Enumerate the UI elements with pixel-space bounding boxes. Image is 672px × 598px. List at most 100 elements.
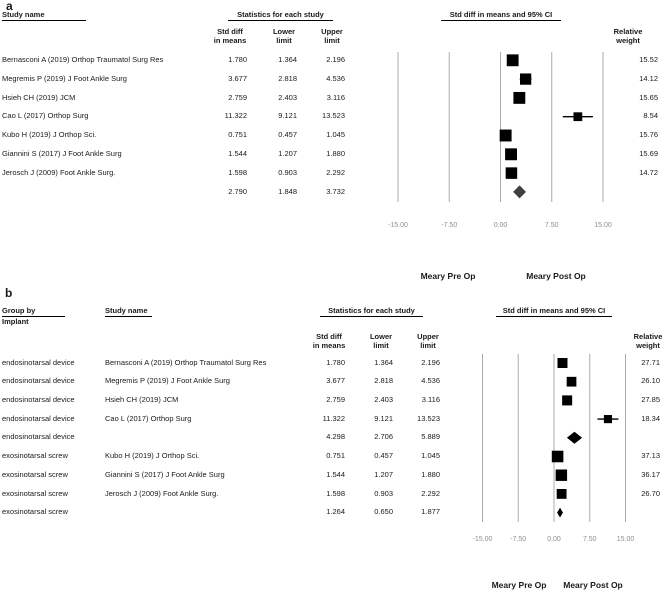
weight-cell: 27.71 [641,357,660,367]
footer-label-post-op-b: Meary Post Op [563,580,623,590]
summary-diamond [513,185,527,199]
lower-cell: 2.706 [374,432,393,442]
study-cell: Bernasconi A (2019) Orthop Traumatol Sur… [105,357,267,367]
panel-a-label: a [6,0,13,13]
study-cell: Hsieh CH (2019) JCM [2,92,76,102]
lower-cell: 2.403 [278,92,297,102]
group-cell: endosinotarsal device [2,432,75,442]
upper-cell: 13.523 [417,413,440,423]
study-name-header: Study name [2,10,86,21]
axis-tick-label: -15.00 [473,536,493,543]
effect-square [557,357,568,369]
col-header-std-diff-line2: in means [213,35,247,45]
group-cell: exosinotarsal screw [2,451,68,461]
upper-cell: 2.196 [326,54,345,64]
lower-cell: 0.457 [374,451,393,461]
study-row: Kubo H (2019) J Orthop Sci. 0.751 0.457 1.0… [0,126,672,145]
upper-cell: 2.196 [421,357,440,367]
std-diff-cell: 4.298 [326,432,345,442]
study-cell: Cao L (2017) Orthop Surg [105,413,192,423]
axis-tick-label: 7.50 [583,536,597,543]
weight-cell: 15.65 [639,92,658,102]
effect-square [551,450,564,463]
std-diff-cell: 11.322 [224,111,247,121]
effect-ci-header: Std diff in means and 95% CI [441,10,561,21]
axis-tick-label: 15.00 [617,536,635,543]
forest-plot-a: -15.00 -7.50 0.00 7.50 15.00 [388,52,612,229]
effect-square [573,112,583,122]
panel-b-label: b [5,286,13,300]
upper-cell: 2.292 [326,167,345,177]
upper-cell: 3.116 [326,92,345,102]
lower-cell: 0.903 [278,167,297,177]
lower-cell: 0.650 [374,507,393,517]
col-header-weight-b: Relative weight [618,332,672,350]
effect-square [505,148,517,161]
effect-square [566,376,577,387]
weight-cell: 36.17 [641,469,660,479]
effect-square [506,54,519,67]
upper-cell: 5.889 [421,432,440,442]
lower-cell: 2.403 [374,395,393,405]
effect-square [562,395,573,406]
study-row: endosinotarsal device Cao L (2017) Orthop… [0,410,672,429]
upper-cell: 3.116 [421,395,440,405]
study-row: exosinotarsal screw Kubo H (2019) J Ortho… [0,447,672,466]
study-cell: Kubo H (2019) J Orthop Sci. [105,451,200,461]
upper-cell: 2.292 [421,488,440,498]
lower-cell: 1.848 [278,186,297,196]
col-header-lower-b-line2: limit [373,340,389,350]
lower-cell: 2.818 [374,376,393,386]
std-diff-cell: 3.677 [228,73,247,83]
std-diff-cell: 0.751 [326,451,345,461]
group-cell: exosinotarsal screw [2,469,68,479]
study-row: endosinotarsal device Hsieh CH (2019) JCM… [0,391,672,410]
axis-tick-label: 0.00 [494,222,508,229]
col-header-lower-line1: Lower [272,27,296,36]
std-diff-cell: 3.677 [326,376,345,386]
col-header-weight: Relative weight [598,27,658,45]
std-diff-cell: 1.780 [228,54,247,64]
weight-cell: 26.70 [641,488,660,498]
axis-tick-label: 0.00 [547,536,561,543]
col-header-lower-line2: limit [276,35,292,45]
upper-cell: 1.880 [326,148,345,158]
study-row: endosinotarsal device 4.298 2.706 5.889 [0,428,672,447]
lower-cell: 0.903 [374,488,393,498]
col-header-lower: Lower limit [254,27,314,45]
study-row: endosinotarsal device Bernasconi A (2019)… [0,354,672,373]
lower-cell: 2.818 [278,73,297,83]
footer-label-pre-op-b: Meary Pre Op [491,580,547,590]
group-cell: exosinotarsal screw [2,488,68,498]
col-header-upper-b-line1: Upper [417,332,439,341]
upper-cell: 3.732 [326,186,345,196]
col-header-weight-line1: Relative [613,27,643,36]
study-cell: Jerosch J (2009) Foot Ankle Surg. [2,167,116,177]
weight-cell: 26.10 [641,376,660,386]
effect-square [513,91,526,104]
lower-cell: 1.207 [278,148,297,158]
lower-cell: 9.121 [374,413,393,423]
effect-square [505,167,518,179]
study-row: Hsieh CH (2019) JCM 2.759 2.403 3.116 15.65 [0,89,672,108]
upper-cell: 4.536 [421,376,440,386]
weight-cell: 15.52 [639,54,658,64]
footer-label-post-op-a: Meary Post Op [526,271,586,281]
upper-cell: 1.045 [326,130,345,140]
col-header-std-diff-b: Std diff in means [299,332,359,350]
std-diff-cell: 2.790 [228,186,247,196]
std-diff-cell: 1.598 [326,488,345,498]
study-cell: Hsieh CH (2019) JCM [105,395,179,405]
upper-cell: 4.536 [326,73,345,83]
std-diff-cell: 1.544 [326,469,345,479]
group-cell: endosinotarsal device [2,357,75,367]
std-diff-cell: 0.751 [228,130,247,140]
weight-cell: 8.54 [643,111,658,121]
study-row: exosinotarsal screw Giannini S (2017) J F… [0,466,672,485]
study-cell: Kubo H (2019) J Orthop Sci. [2,130,97,140]
study-row: Bernasconi A (2019) Orthop Traumatol Sur… [0,51,672,70]
group-cell: exosinotarsal screw [2,507,68,517]
col-header-lower-b: Lower limit [351,332,411,350]
col-header-std-diff-b-line1: Std diff [316,332,342,341]
